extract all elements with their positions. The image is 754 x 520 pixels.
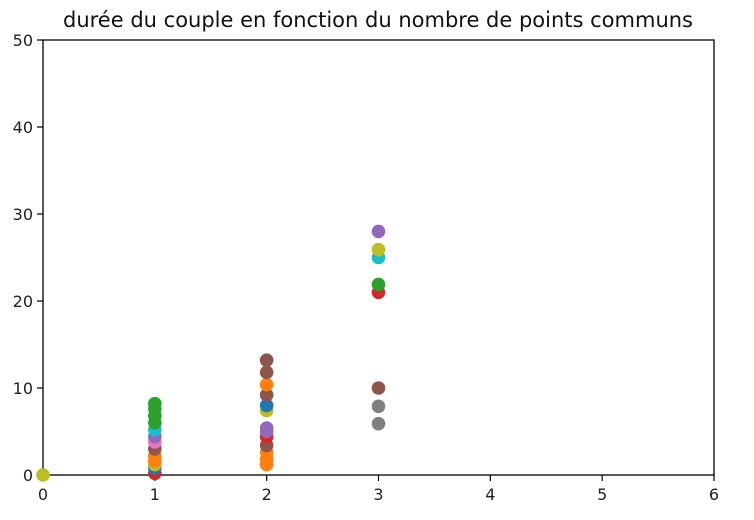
scatter-point xyxy=(371,416,386,431)
scatter-point xyxy=(259,365,274,380)
y-tick-label: 50 xyxy=(13,31,33,50)
x-tick-label: 6 xyxy=(709,485,719,504)
plot-area: 0 1 2 3 4 5 6 0 10 20 30 40 50 xyxy=(13,31,719,504)
y-tick-label: 20 xyxy=(13,292,33,311)
scatter-point xyxy=(259,353,274,367)
x-tick-label: 1 xyxy=(150,485,160,504)
x-tick-label: 0 xyxy=(38,485,48,504)
y-tick-label: 40 xyxy=(13,118,33,137)
scatter-point xyxy=(371,224,386,239)
x-tick-label: 5 xyxy=(597,485,607,504)
scatter-point xyxy=(259,388,274,402)
x-tick-label: 2 xyxy=(262,485,272,504)
scatter-point xyxy=(36,468,50,482)
scatter-point xyxy=(259,377,274,392)
scatter-point xyxy=(259,421,274,435)
x-tick-label: 3 xyxy=(373,485,383,504)
chart-title: durée du couple en fonction du nombre de… xyxy=(63,8,693,32)
scatter-point xyxy=(371,399,386,414)
scatter-point xyxy=(148,396,162,411)
scatter-point xyxy=(371,242,386,257)
y-tick-label: 30 xyxy=(13,205,33,224)
scatter-points xyxy=(36,224,386,482)
scatter-point xyxy=(371,381,386,395)
scatter-point xyxy=(259,398,274,413)
scatter-point xyxy=(371,277,386,292)
y-tick-label: 0 xyxy=(23,466,33,485)
y-tick-label: 10 xyxy=(13,379,33,398)
x-tick-label: 4 xyxy=(485,485,495,504)
